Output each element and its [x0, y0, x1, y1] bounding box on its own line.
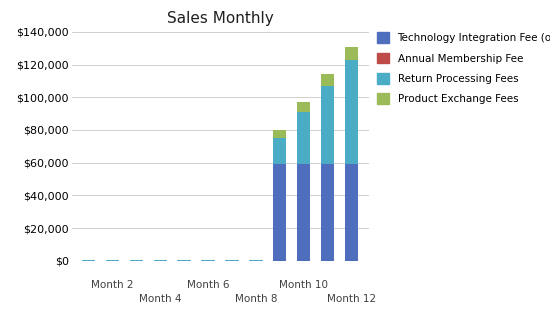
Bar [130, 260, 143, 261]
Bar [249, 259, 262, 260]
Bar [297, 164, 310, 261]
Bar [297, 102, 310, 112]
Bar [345, 46, 358, 59]
Legend: Technology Integration Fee (one, Annual Membership Fee, Return Processing Fees, : Technology Integration Fee (one, Annual … [377, 32, 550, 104]
Bar [321, 164, 334, 261]
Bar [273, 130, 287, 138]
Bar [273, 164, 287, 261]
Bar [82, 260, 95, 261]
Bar [297, 112, 310, 164]
Text: Month 4: Month 4 [139, 294, 182, 304]
Text: Month 6: Month 6 [187, 280, 229, 290]
Bar [249, 260, 262, 261]
Bar [106, 259, 119, 260]
Bar [82, 259, 95, 260]
Bar [178, 259, 191, 260]
Bar [345, 59, 358, 164]
Bar [345, 164, 358, 261]
Text: Month 2: Month 2 [91, 280, 134, 290]
Bar [226, 260, 239, 261]
Bar [201, 259, 214, 260]
Bar [321, 86, 334, 164]
Bar [153, 260, 167, 261]
Bar [153, 259, 167, 260]
Title: Sales Monthly: Sales Monthly [167, 11, 273, 26]
Bar [130, 259, 143, 260]
Text: Month 10: Month 10 [279, 280, 328, 290]
Bar [321, 74, 334, 86]
Bar [226, 259, 239, 260]
Bar [273, 138, 287, 164]
Bar [178, 260, 191, 261]
Text: Month 8: Month 8 [235, 294, 277, 304]
Bar [106, 260, 119, 261]
Text: Month 12: Month 12 [327, 294, 376, 304]
Bar [201, 260, 214, 261]
